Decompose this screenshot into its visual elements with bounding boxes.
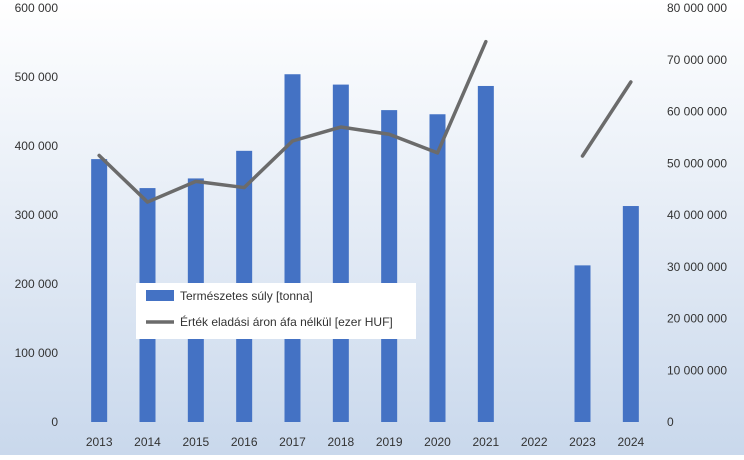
right-axis: 0 10 000 000 20 000 000 30 000 000 40 000 00…: [667, 1, 727, 429]
x-axis: 2013 2014 2015 2016 2017 2018 2019 2020 2021 2022…: [86, 435, 645, 449]
left-tick-label: 400 000: [15, 139, 59, 153]
right-tick-label: 0: [667, 415, 674, 429]
bar: [284, 74, 301, 423]
x-tick-label: 2015: [182, 435, 209, 449]
x-tick-label: 2016: [231, 435, 258, 449]
series-line: [97, 39, 488, 204]
left-tick-label: 100 000: [15, 346, 59, 360]
right-tick-label: 20 000 000: [667, 312, 727, 326]
right-tick-label: 40 000 000: [667, 208, 727, 222]
bar: [91, 159, 108, 423]
line-series: [97, 39, 633, 204]
x-tick-label: 2021: [472, 435, 499, 449]
left-tick-label: 500 000: [15, 70, 59, 84]
legend: Természetes súly [tonna] Érték eladási ár…: [136, 283, 416, 339]
legend-bar-swatch: [146, 290, 174, 301]
bar: [381, 110, 398, 423]
x-tick-label: 2013: [86, 435, 113, 449]
x-tick-label: 2017: [279, 435, 306, 449]
right-tick-label: 10 000 000: [667, 363, 727, 377]
bar: [332, 84, 349, 422]
right-tick-label: 80 000 000: [667, 1, 727, 15]
bar: [477, 85, 494, 422]
x-tick-label: 2024: [617, 435, 644, 449]
x-tick-label: 2023: [569, 435, 596, 449]
right-tick-label: 60 000 000: [667, 105, 727, 119]
legend-label: Érték eladási áron áfa nélkül [ezer HUF]: [180, 314, 393, 329]
left-tick-label: 300 000: [15, 208, 59, 222]
left-axis: 0 100 000 200 000 300 000 400 000 500 000 600 …: [15, 1, 59, 429]
left-tick-label: 0: [51, 415, 58, 429]
bar: [574, 265, 591, 422]
bar: [622, 206, 639, 422]
legend-box: [136, 283, 416, 339]
left-tick-label: 200 000: [15, 277, 59, 291]
x-tick-label: 2022: [521, 435, 548, 449]
right-tick-label: 70 000 000: [667, 53, 727, 67]
legend-label: Természetes súly [tonna]: [180, 289, 313, 303]
x-tick-label: 2020: [424, 435, 451, 449]
bar: [429, 114, 446, 422]
x-tick-label: 2019: [376, 435, 403, 449]
x-tick-label: 2018: [327, 435, 354, 449]
left-tick-label: 600 000: [15, 1, 59, 15]
series-line: [580, 80, 633, 158]
right-tick-label: 50 000 000: [667, 156, 727, 170]
x-tick-label: 2014: [134, 435, 161, 449]
right-tick-label: 30 000 000: [667, 260, 727, 274]
